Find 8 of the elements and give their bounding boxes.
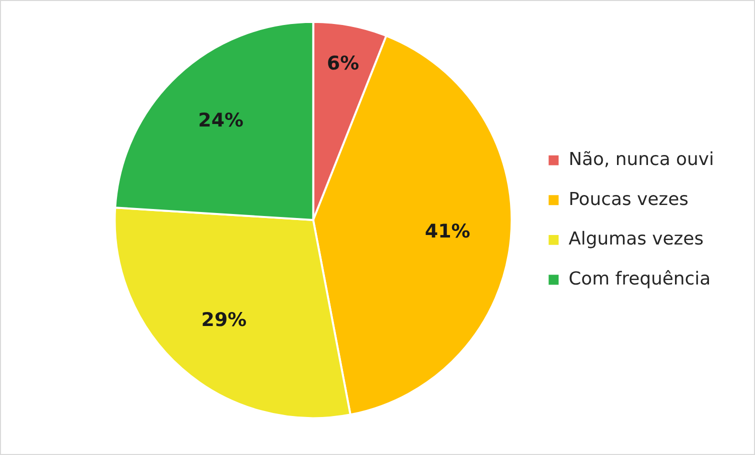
data-label: 41%: [424, 220, 470, 243]
legend-label: Com frequência: [568, 268, 711, 290]
legend-label: Algumas vezes: [568, 228, 704, 250]
data-label: 29%: [201, 309, 247, 332]
legend-label: Não, nunca ouvi: [568, 148, 714, 170]
data-label: 24%: [198, 110, 244, 132]
legend-label: Poucas vezes: [568, 188, 688, 210]
data-label: 6%: [326, 52, 360, 74]
